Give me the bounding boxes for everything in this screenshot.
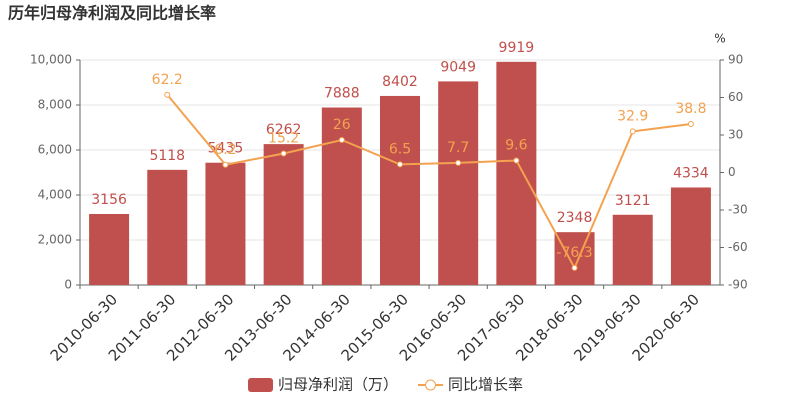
y2-tick-label: -90: [728, 278, 748, 292]
line-point: [455, 159, 462, 166]
bar: [147, 169, 188, 285]
y2-tick-label: 60: [728, 90, 743, 104]
line-point: [687, 121, 694, 127]
y2-tick-label: -30: [728, 203, 748, 217]
line-value-label: 26: [333, 117, 351, 133]
line-point: [164, 91, 171, 98]
line-value-label: 6.2: [214, 142, 236, 158]
y2-axis-unit: %: [714, 32, 725, 46]
bar-value-label: 3121: [615, 193, 651, 209]
bar: [496, 61, 537, 286]
line-point: [397, 161, 403, 168]
bar-value-label: 8402: [382, 74, 418, 90]
line-value-label: 32.9: [617, 108, 648, 124]
bar-value-label: 7888: [324, 86, 360, 102]
y-tick-label: 4,000: [38, 188, 72, 202]
y-tick-label: 10,000: [30, 53, 72, 67]
legend-label: 同比增长率: [448, 376, 523, 394]
y-tick-label: 8,000: [38, 98, 72, 112]
y2-tick-label: 90: [728, 53, 743, 67]
line-point: [280, 150, 287, 157]
line-value-label: -76.3: [556, 245, 592, 261]
bar-value-label: 9049: [440, 59, 476, 75]
line-point: [222, 161, 229, 168]
bar: [321, 107, 362, 286]
y2-tick-label: 0: [728, 165, 736, 179]
line-point: [629, 128, 636, 135]
line-value-label: 15.2: [268, 131, 299, 147]
legend-swatch: [248, 378, 273, 392]
bar: [89, 213, 130, 285]
bar-value-label: 3156: [91, 192, 127, 208]
y-tick-label: 6,000: [38, 143, 72, 157]
bar: [263, 144, 304, 285]
bar-value-label: 4334: [673, 165, 709, 181]
bar-value-label: 5118: [149, 148, 185, 164]
bar-value-label: 2348: [557, 210, 593, 226]
line-value-label: 38.8: [675, 101, 706, 117]
bar: [438, 81, 479, 286]
line-value-label: 9.6: [505, 138, 527, 154]
bar: [612, 214, 653, 285]
line-value-label: 62.2: [152, 72, 183, 88]
bar: [554, 232, 595, 285]
legend-label: 归母净利润（万）: [278, 376, 398, 394]
y2-tick-label: 30: [728, 128, 743, 142]
line-point: [513, 157, 520, 164]
bar: [670, 187, 711, 285]
y-tick-label: 0: [64, 278, 72, 292]
y-tick-label: 2,000: [38, 233, 72, 247]
chart-title: 历年归母净利润及同比增长率: [8, 4, 216, 23]
bar-value-label: 6262: [266, 122, 302, 138]
bar: [205, 162, 246, 285]
line-point: [338, 137, 345, 143]
bar: [380, 95, 420, 285]
line-value-label: 6.5: [389, 141, 411, 157]
line-point: [571, 264, 578, 271]
y2-tick-label: -60: [728, 240, 748, 254]
bar-value-label: 9919: [499, 40, 535, 56]
legend-swatch: [425, 379, 437, 391]
line: [166, 94, 692, 271]
line-value-label: 7.7: [447, 140, 469, 156]
